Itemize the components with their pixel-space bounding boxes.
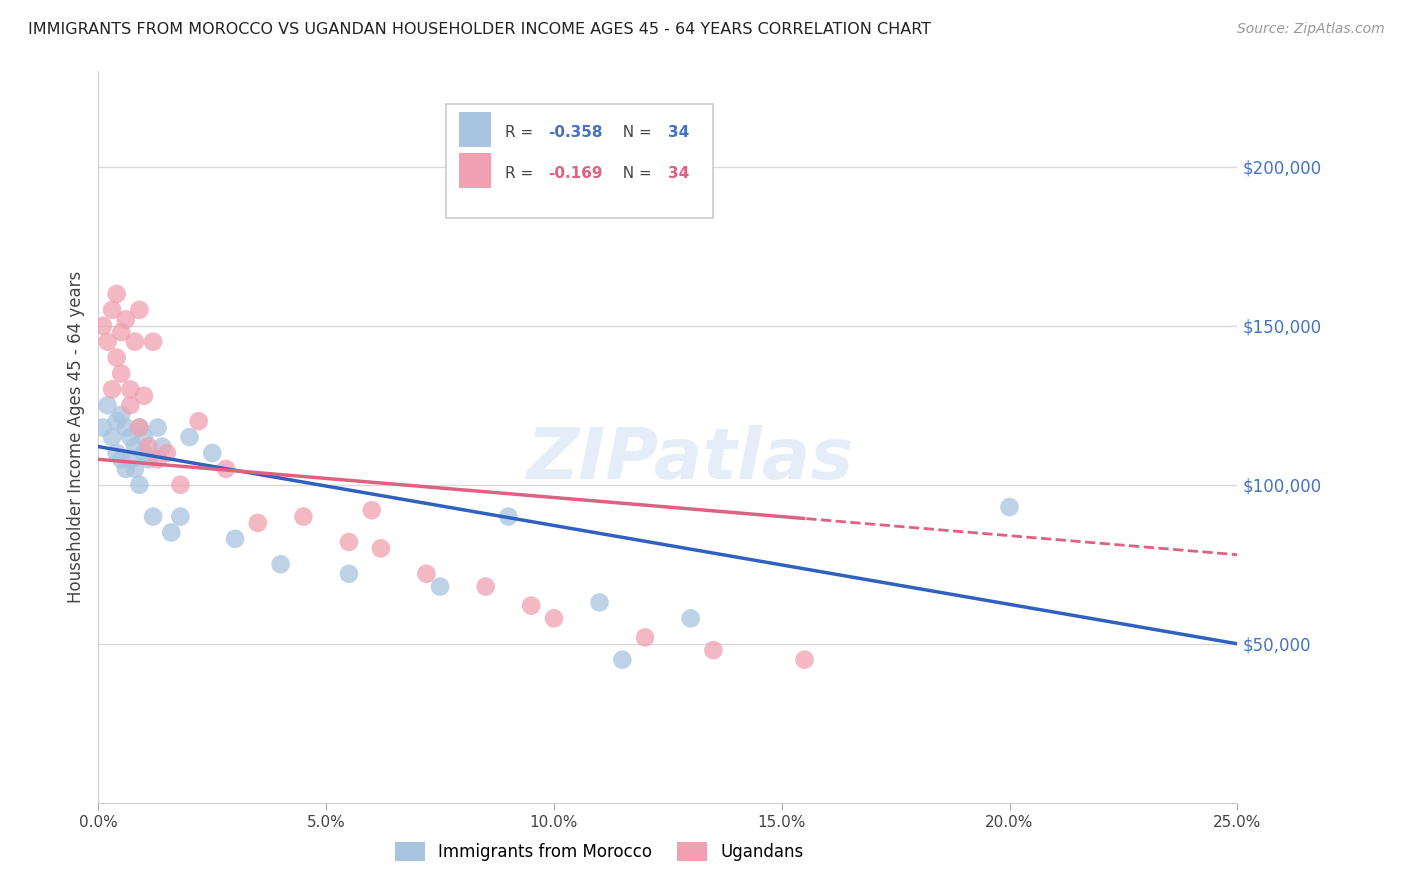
Point (105, 287, 128, 301)
Point (146, 452, 169, 467)
Text: N =: N = (613, 166, 657, 181)
Point (138, 440, 160, 454)
Text: R =: R = (505, 125, 538, 139)
Point (360, 503, 382, 517)
Point (132, 446, 155, 460)
Point (124, 334, 146, 349)
Point (270, 558, 292, 572)
FancyBboxPatch shape (460, 153, 491, 188)
Point (114, 420, 136, 434)
Point (110, 452, 132, 467)
Point (128, 302, 150, 317)
FancyBboxPatch shape (460, 112, 491, 146)
Point (110, 408, 132, 422)
Text: 34: 34 (668, 125, 689, 139)
Point (370, 541, 392, 556)
Text: Source: ZipAtlas.com: Source: ZipAtlas.com (1237, 22, 1385, 37)
Point (998, 500, 1021, 514)
Point (246, 516, 269, 530)
Point (96, 398, 118, 412)
Text: N =: N = (613, 125, 657, 139)
Point (138, 452, 160, 467)
Text: IMMIGRANTS FROM MOROCCO VS UGANDAN HOUSEHOLDER INCOME AGES 45 - 64 YEARS CORRELA: IMMIGRANTS FROM MOROCCO VS UGANDAN HOUSE… (28, 22, 931, 37)
Point (132, 430, 155, 444)
Point (132, 389, 155, 403)
Point (292, 509, 315, 524)
Point (474, 580, 496, 594)
Point (128, 420, 150, 434)
Point (105, 351, 128, 365)
Point (114, 462, 136, 476)
Point (612, 653, 634, 667)
Point (498, 509, 520, 524)
Point (520, 599, 543, 613)
Point (702, 643, 724, 657)
Point (179, 430, 201, 444)
Point (588, 595, 610, 609)
Point (91, 318, 114, 333)
Point (201, 446, 224, 460)
Point (91, 420, 114, 434)
FancyBboxPatch shape (446, 104, 713, 218)
Point (429, 580, 451, 594)
Text: R =: R = (505, 166, 538, 181)
Point (105, 446, 128, 460)
Text: ZIPatlas: ZIPatlas (527, 425, 855, 493)
Point (634, 631, 657, 645)
Y-axis label: Householder Income Ages 45 - 64 years: Householder Income Ages 45 - 64 years (66, 271, 84, 603)
Legend: Immigrants from Morocco, Ugandans: Immigrants from Morocco, Ugandans (388, 835, 811, 868)
Point (142, 509, 165, 524)
Point (124, 462, 146, 476)
Point (120, 398, 142, 412)
Point (96, 334, 118, 349)
Point (124, 440, 146, 454)
Point (120, 430, 142, 444)
Point (101, 302, 124, 317)
Point (120, 383, 142, 397)
Point (142, 334, 165, 349)
Point (101, 430, 124, 444)
Point (146, 420, 169, 434)
Text: -0.358: -0.358 (548, 125, 603, 139)
Point (415, 566, 437, 581)
Point (120, 452, 142, 467)
Point (105, 414, 128, 428)
Point (337, 566, 360, 581)
Point (110, 325, 132, 339)
Text: -0.169: -0.169 (548, 166, 603, 181)
Point (337, 535, 360, 549)
Point (110, 367, 132, 381)
Point (160, 525, 183, 540)
Point (215, 462, 238, 476)
Point (156, 446, 179, 460)
Point (128, 420, 150, 434)
Point (128, 477, 150, 491)
Point (679, 611, 702, 625)
Point (114, 312, 136, 326)
Point (543, 611, 565, 625)
Point (169, 477, 191, 491)
Point (150, 440, 173, 454)
Point (101, 383, 124, 397)
Point (793, 653, 815, 667)
Point (224, 532, 246, 546)
Point (169, 509, 191, 524)
Text: 34: 34 (668, 166, 689, 181)
Point (187, 414, 209, 428)
